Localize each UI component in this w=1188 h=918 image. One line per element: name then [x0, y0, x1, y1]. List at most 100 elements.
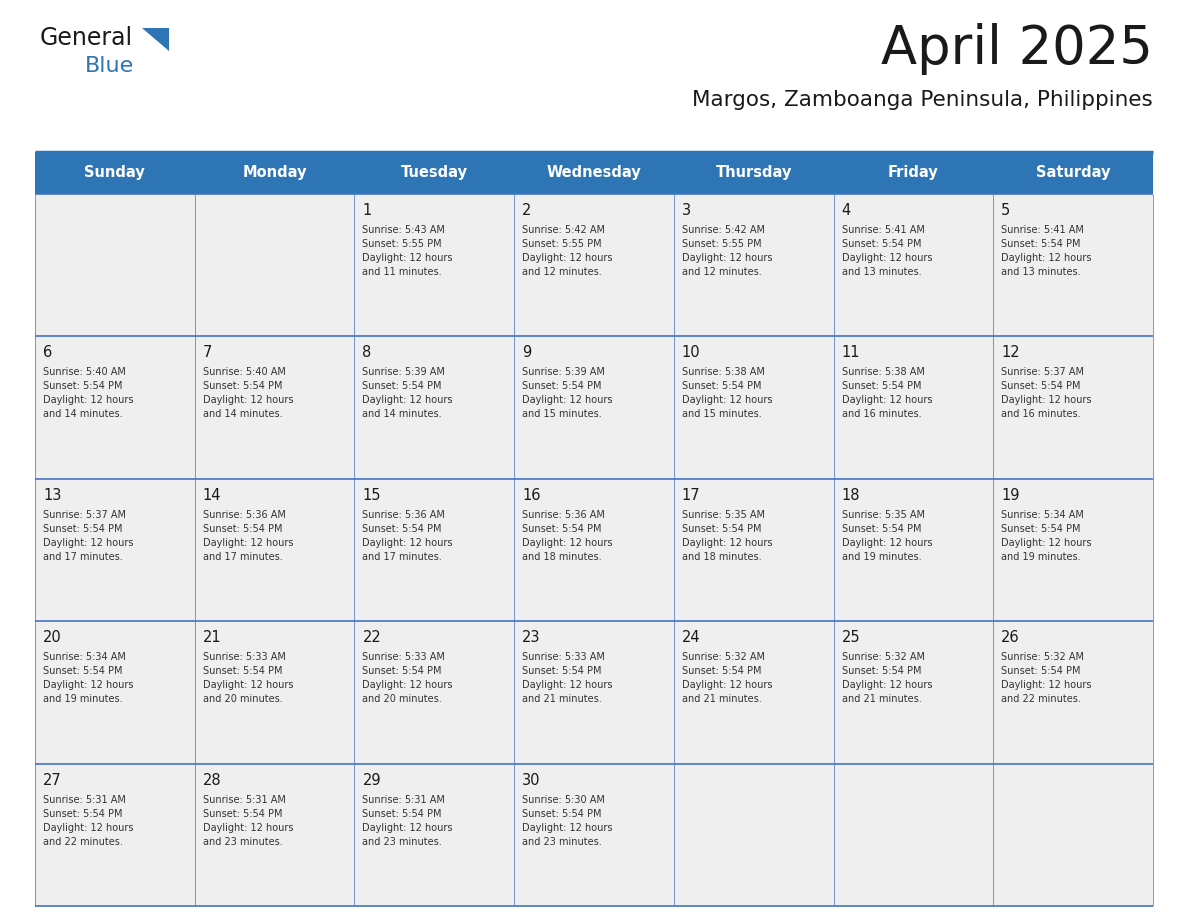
- Text: 9: 9: [523, 345, 531, 361]
- Text: General: General: [40, 26, 133, 50]
- Text: Sunrise: 5:41 AM
Sunset: 5:54 PM
Daylight: 12 hours
and 13 minutes.: Sunrise: 5:41 AM Sunset: 5:54 PM Dayligh…: [841, 225, 933, 277]
- Bar: [354, 479, 514, 621]
- Bar: [354, 621, 514, 764]
- Text: Sunrise: 5:36 AM
Sunset: 5:54 PM
Daylight: 12 hours
and 17 minutes.: Sunrise: 5:36 AM Sunset: 5:54 PM Dayligh…: [362, 509, 453, 562]
- Text: Monday: Monday: [242, 165, 307, 181]
- Bar: [674, 479, 834, 621]
- Text: 13: 13: [43, 487, 62, 503]
- Text: 17: 17: [682, 487, 701, 503]
- Text: 29: 29: [362, 773, 381, 788]
- Text: Sunrise: 5:31 AM
Sunset: 5:54 PM
Daylight: 12 hours
and 22 minutes.: Sunrise: 5:31 AM Sunset: 5:54 PM Dayligh…: [43, 795, 133, 846]
- Bar: [993, 764, 1154, 906]
- Text: 2: 2: [523, 203, 531, 218]
- Bar: [354, 194, 514, 336]
- Bar: [195, 152, 354, 194]
- Text: 30: 30: [523, 773, 541, 788]
- Bar: [993, 479, 1154, 621]
- Bar: [993, 621, 1154, 764]
- Text: Tuesday: Tuesday: [400, 165, 468, 181]
- Text: 3: 3: [682, 203, 691, 218]
- Bar: [34, 479, 195, 621]
- Bar: [34, 152, 195, 194]
- Bar: [674, 194, 834, 336]
- Text: Sunrise: 5:40 AM
Sunset: 5:54 PM
Daylight: 12 hours
and 14 minutes.: Sunrise: 5:40 AM Sunset: 5:54 PM Dayligh…: [203, 367, 293, 420]
- Text: Saturday: Saturday: [1036, 165, 1111, 181]
- Text: Sunrise: 5:39 AM
Sunset: 5:54 PM
Daylight: 12 hours
and 14 minutes.: Sunrise: 5:39 AM Sunset: 5:54 PM Dayligh…: [362, 367, 453, 420]
- Text: 21: 21: [203, 630, 221, 645]
- Text: 16: 16: [523, 487, 541, 503]
- Text: Sunrise: 5:42 AM
Sunset: 5:55 PM
Daylight: 12 hours
and 12 minutes.: Sunrise: 5:42 AM Sunset: 5:55 PM Dayligh…: [523, 225, 613, 277]
- Bar: [354, 336, 514, 479]
- Bar: [514, 479, 674, 621]
- Text: 7: 7: [203, 345, 213, 361]
- Text: 27: 27: [43, 773, 62, 788]
- Bar: [514, 152, 674, 194]
- Bar: [514, 764, 674, 906]
- Bar: [195, 621, 354, 764]
- Text: Sunrise: 5:30 AM
Sunset: 5:54 PM
Daylight: 12 hours
and 23 minutes.: Sunrise: 5:30 AM Sunset: 5:54 PM Dayligh…: [523, 795, 613, 846]
- Bar: [674, 621, 834, 764]
- Bar: [674, 764, 834, 906]
- Bar: [834, 194, 993, 336]
- Text: April 2025: April 2025: [881, 23, 1154, 75]
- Text: Sunrise: 5:35 AM
Sunset: 5:54 PM
Daylight: 12 hours
and 18 minutes.: Sunrise: 5:35 AM Sunset: 5:54 PM Dayligh…: [682, 509, 772, 562]
- Text: 1: 1: [362, 203, 372, 218]
- Text: Friday: Friday: [889, 165, 939, 181]
- Bar: [354, 764, 514, 906]
- Text: 12: 12: [1001, 345, 1020, 361]
- Text: 5: 5: [1001, 203, 1011, 218]
- Bar: [195, 194, 354, 336]
- Text: 24: 24: [682, 630, 701, 645]
- Text: Sunrise: 5:40 AM
Sunset: 5:54 PM
Daylight: 12 hours
and 14 minutes.: Sunrise: 5:40 AM Sunset: 5:54 PM Dayligh…: [43, 367, 133, 420]
- Bar: [514, 194, 674, 336]
- Bar: [993, 336, 1154, 479]
- Bar: [993, 194, 1154, 336]
- Bar: [34, 336, 195, 479]
- Text: 22: 22: [362, 630, 381, 645]
- Text: 10: 10: [682, 345, 701, 361]
- Bar: [834, 621, 993, 764]
- Text: Sunrise: 5:42 AM
Sunset: 5:55 PM
Daylight: 12 hours
and 12 minutes.: Sunrise: 5:42 AM Sunset: 5:55 PM Dayligh…: [682, 225, 772, 277]
- Text: Sunrise: 5:41 AM
Sunset: 5:54 PM
Daylight: 12 hours
and 13 minutes.: Sunrise: 5:41 AM Sunset: 5:54 PM Dayligh…: [1001, 225, 1092, 277]
- Text: Margos, Zamboanga Peninsula, Philippines: Margos, Zamboanga Peninsula, Philippines: [693, 90, 1154, 110]
- Text: 8: 8: [362, 345, 372, 361]
- Text: 19: 19: [1001, 487, 1019, 503]
- Text: Sunrise: 5:37 AM
Sunset: 5:54 PM
Daylight: 12 hours
and 16 minutes.: Sunrise: 5:37 AM Sunset: 5:54 PM Dayligh…: [1001, 367, 1092, 420]
- Text: Sunrise: 5:32 AM
Sunset: 5:54 PM
Daylight: 12 hours
and 22 minutes.: Sunrise: 5:32 AM Sunset: 5:54 PM Dayligh…: [1001, 652, 1092, 704]
- Text: Sunrise: 5:37 AM
Sunset: 5:54 PM
Daylight: 12 hours
and 17 minutes.: Sunrise: 5:37 AM Sunset: 5:54 PM Dayligh…: [43, 509, 133, 562]
- Text: Thursday: Thursday: [715, 165, 792, 181]
- Text: Sunrise: 5:33 AM
Sunset: 5:54 PM
Daylight: 12 hours
and 20 minutes.: Sunrise: 5:33 AM Sunset: 5:54 PM Dayligh…: [203, 652, 293, 704]
- Text: Sunrise: 5:36 AM
Sunset: 5:54 PM
Daylight: 12 hours
and 17 minutes.: Sunrise: 5:36 AM Sunset: 5:54 PM Dayligh…: [203, 509, 293, 562]
- Text: Sunrise: 5:39 AM
Sunset: 5:54 PM
Daylight: 12 hours
and 15 minutes.: Sunrise: 5:39 AM Sunset: 5:54 PM Dayligh…: [523, 367, 613, 420]
- Bar: [834, 152, 993, 194]
- Text: 4: 4: [841, 203, 851, 218]
- Text: 26: 26: [1001, 630, 1020, 645]
- Text: 6: 6: [43, 345, 52, 361]
- Text: Sunrise: 5:38 AM
Sunset: 5:54 PM
Daylight: 12 hours
and 15 minutes.: Sunrise: 5:38 AM Sunset: 5:54 PM Dayligh…: [682, 367, 772, 420]
- Text: 25: 25: [841, 630, 860, 645]
- Bar: [34, 621, 195, 764]
- Bar: [195, 479, 354, 621]
- Bar: [834, 764, 993, 906]
- Bar: [674, 152, 834, 194]
- Text: Sunrise: 5:31 AM
Sunset: 5:54 PM
Daylight: 12 hours
and 23 minutes.: Sunrise: 5:31 AM Sunset: 5:54 PM Dayligh…: [362, 795, 453, 846]
- Bar: [34, 194, 195, 336]
- Bar: [834, 479, 993, 621]
- Text: 11: 11: [841, 345, 860, 361]
- Text: 28: 28: [203, 773, 221, 788]
- Text: 18: 18: [841, 487, 860, 503]
- Text: Sunrise: 5:33 AM
Sunset: 5:54 PM
Daylight: 12 hours
and 21 minutes.: Sunrise: 5:33 AM Sunset: 5:54 PM Dayligh…: [523, 652, 613, 704]
- Bar: [674, 336, 834, 479]
- Text: 14: 14: [203, 487, 221, 503]
- Text: Sunrise: 5:31 AM
Sunset: 5:54 PM
Daylight: 12 hours
and 23 minutes.: Sunrise: 5:31 AM Sunset: 5:54 PM Dayligh…: [203, 795, 293, 846]
- Text: 20: 20: [43, 630, 62, 645]
- Bar: [34, 764, 195, 906]
- Text: Sunrise: 5:34 AM
Sunset: 5:54 PM
Daylight: 12 hours
and 19 minutes.: Sunrise: 5:34 AM Sunset: 5:54 PM Dayligh…: [43, 652, 133, 704]
- Bar: [514, 336, 674, 479]
- Bar: [993, 152, 1154, 194]
- Text: Sunday: Sunday: [84, 165, 145, 181]
- Text: Wednesday: Wednesday: [546, 165, 642, 181]
- Text: Sunrise: 5:43 AM
Sunset: 5:55 PM
Daylight: 12 hours
and 11 minutes.: Sunrise: 5:43 AM Sunset: 5:55 PM Dayligh…: [362, 225, 453, 277]
- Text: 23: 23: [523, 630, 541, 645]
- Text: Sunrise: 5:35 AM
Sunset: 5:54 PM
Daylight: 12 hours
and 19 minutes.: Sunrise: 5:35 AM Sunset: 5:54 PM Dayligh…: [841, 509, 933, 562]
